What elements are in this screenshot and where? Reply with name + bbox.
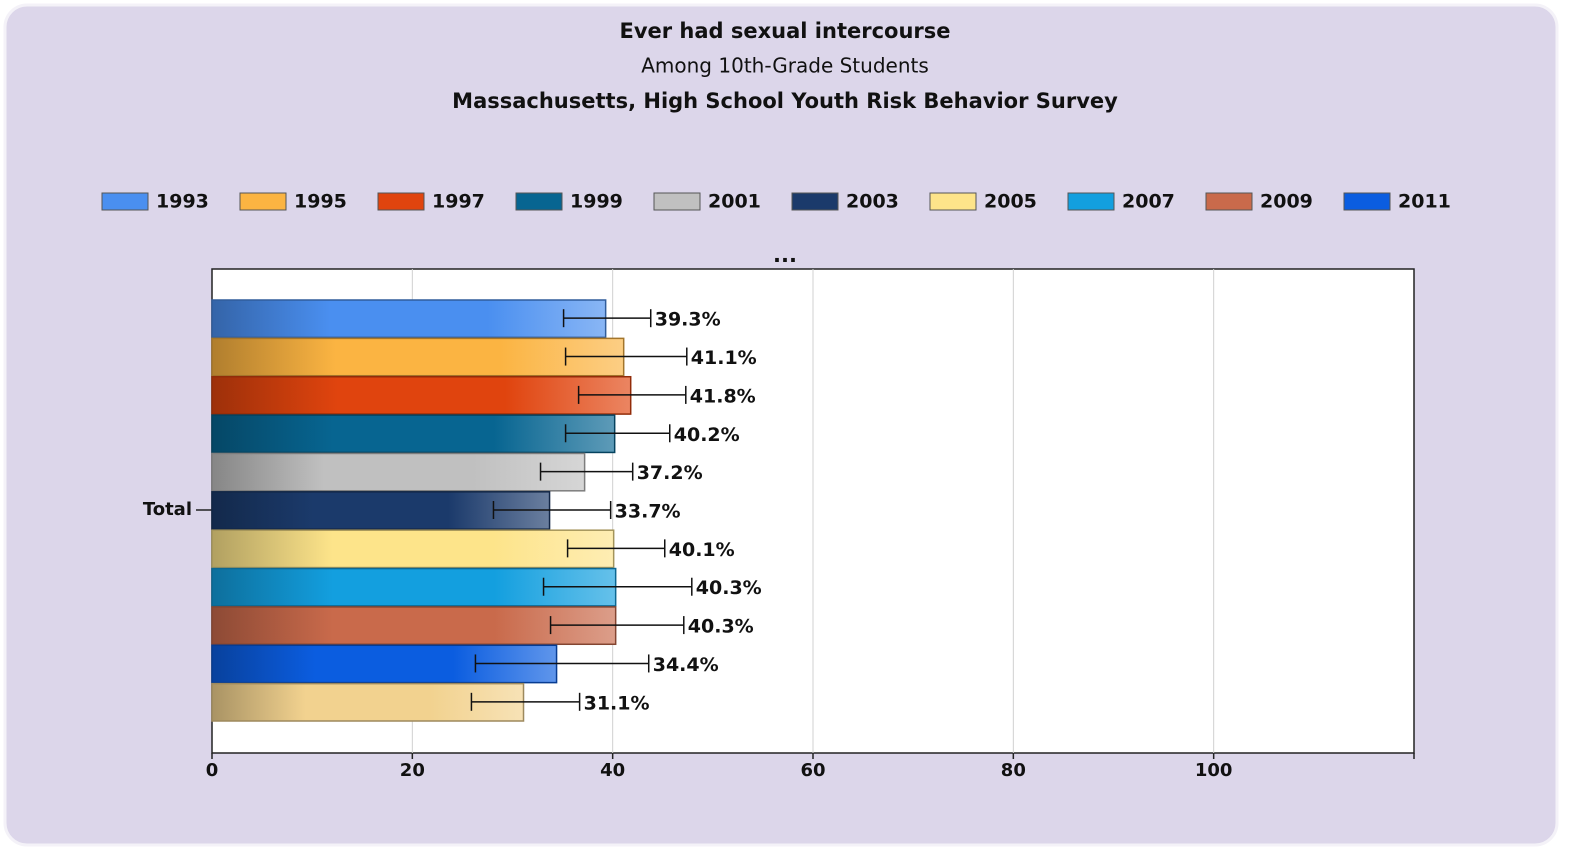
value-label: 40.1% [669,539,735,561]
bar [211,414,616,454]
legend-swatch [239,192,287,211]
legend-label: 2005 [984,191,1037,213]
y-tick-label: Total [143,499,192,520]
bar [211,299,607,339]
bar [211,529,615,569]
source-title: Massachusetts, High School Youth Risk Be… [452,89,1118,113]
legend-label: 2009 [1260,191,1313,213]
bar [211,606,617,646]
value-label: 40.2% [674,424,740,446]
value-label: 33.7% [615,501,681,523]
chart-title: Ever had sexual intercourse [619,19,950,43]
legend-label: 1997 [432,191,485,213]
value-label: 34.4% [653,654,719,676]
x-tick-label: 20 [400,760,425,781]
legend-label: 2001 [708,191,761,213]
x-tick-label: 100 [1195,760,1233,781]
value-label: 39.3% [655,309,721,331]
legend-swatch [515,192,563,211]
x-tick-label: 60 [800,760,825,781]
legend-label: 2011 [1398,191,1451,213]
value-label: 40.3% [696,577,762,599]
x-tick-label: 40 [600,760,625,781]
legend-label: 1995 [294,191,347,213]
value-label: 40.3% [688,616,754,638]
legend-swatch [929,192,977,211]
x-tick-label: 80 [1001,760,1026,781]
value-label: 41.8% [690,385,756,407]
legend-label: 2007 [1122,191,1175,213]
legend-more: ... [773,243,797,267]
legend-swatch [1067,192,1115,211]
legend-swatch [1205,192,1253,211]
legend-swatch [791,192,839,211]
legend-swatch [653,192,701,211]
value-label: 37.2% [637,462,703,484]
value-label: 41.1% [691,347,757,369]
chart-subtitle: Among 10th-Grade Students [641,54,929,78]
value-label: 31.1% [584,692,650,714]
bar [211,452,586,492]
legend-swatch [377,192,425,211]
x-tick-label: 0 [206,760,219,781]
legend-label: 1993 [156,191,209,213]
bar [211,337,625,377]
legend-swatch [1343,192,1391,211]
legend-label: 2003 [846,191,899,213]
legend-swatch [101,192,149,211]
bar [211,375,632,415]
legend-label: 1999 [570,191,623,213]
